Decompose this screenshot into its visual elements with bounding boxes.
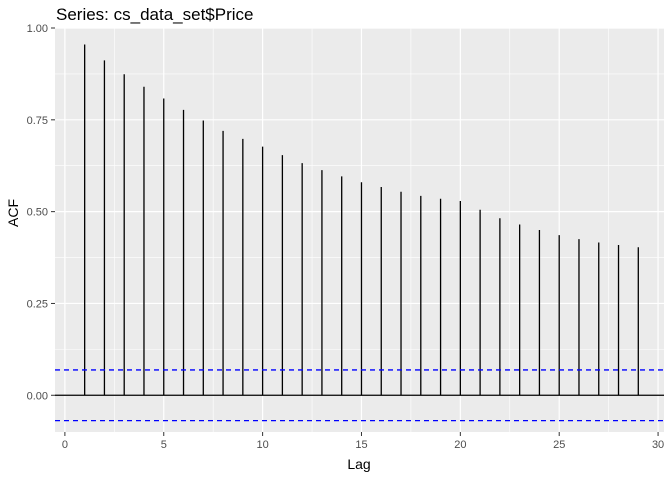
y-tick-label: 0.00	[27, 390, 48, 402]
x-tick-label: 25	[553, 439, 565, 451]
x-tick-label: 10	[256, 439, 268, 451]
y-tick-label: 0.50	[27, 207, 48, 219]
plot-panel	[55, 28, 664, 432]
x-tick-label: 30	[652, 439, 664, 451]
x-tick-label: 5	[161, 439, 167, 451]
confidence-bounds	[55, 369, 664, 422]
x-axis-title: Lag	[347, 456, 370, 472]
x-axis: 0 5 10 15 20 25 30	[62, 432, 664, 451]
y-tick-label: 1.00	[27, 23, 48, 35]
x-tick-label: 0	[62, 439, 68, 451]
y-axis-title: ACF	[5, 199, 21, 227]
chart-title: Series: cs_data_set$Price	[56, 5, 254, 24]
y-tick-label: 0.25	[27, 298, 48, 310]
x-tick-label: 15	[355, 439, 367, 451]
y-axis: 0.00 0.25 0.50 0.75 1.00	[27, 23, 55, 402]
minor-gridlines	[55, 28, 664, 432]
x-tick-label: 20	[454, 439, 466, 451]
acf-bars	[84, 44, 639, 396]
y-tick-label: 0.75	[27, 115, 48, 127]
